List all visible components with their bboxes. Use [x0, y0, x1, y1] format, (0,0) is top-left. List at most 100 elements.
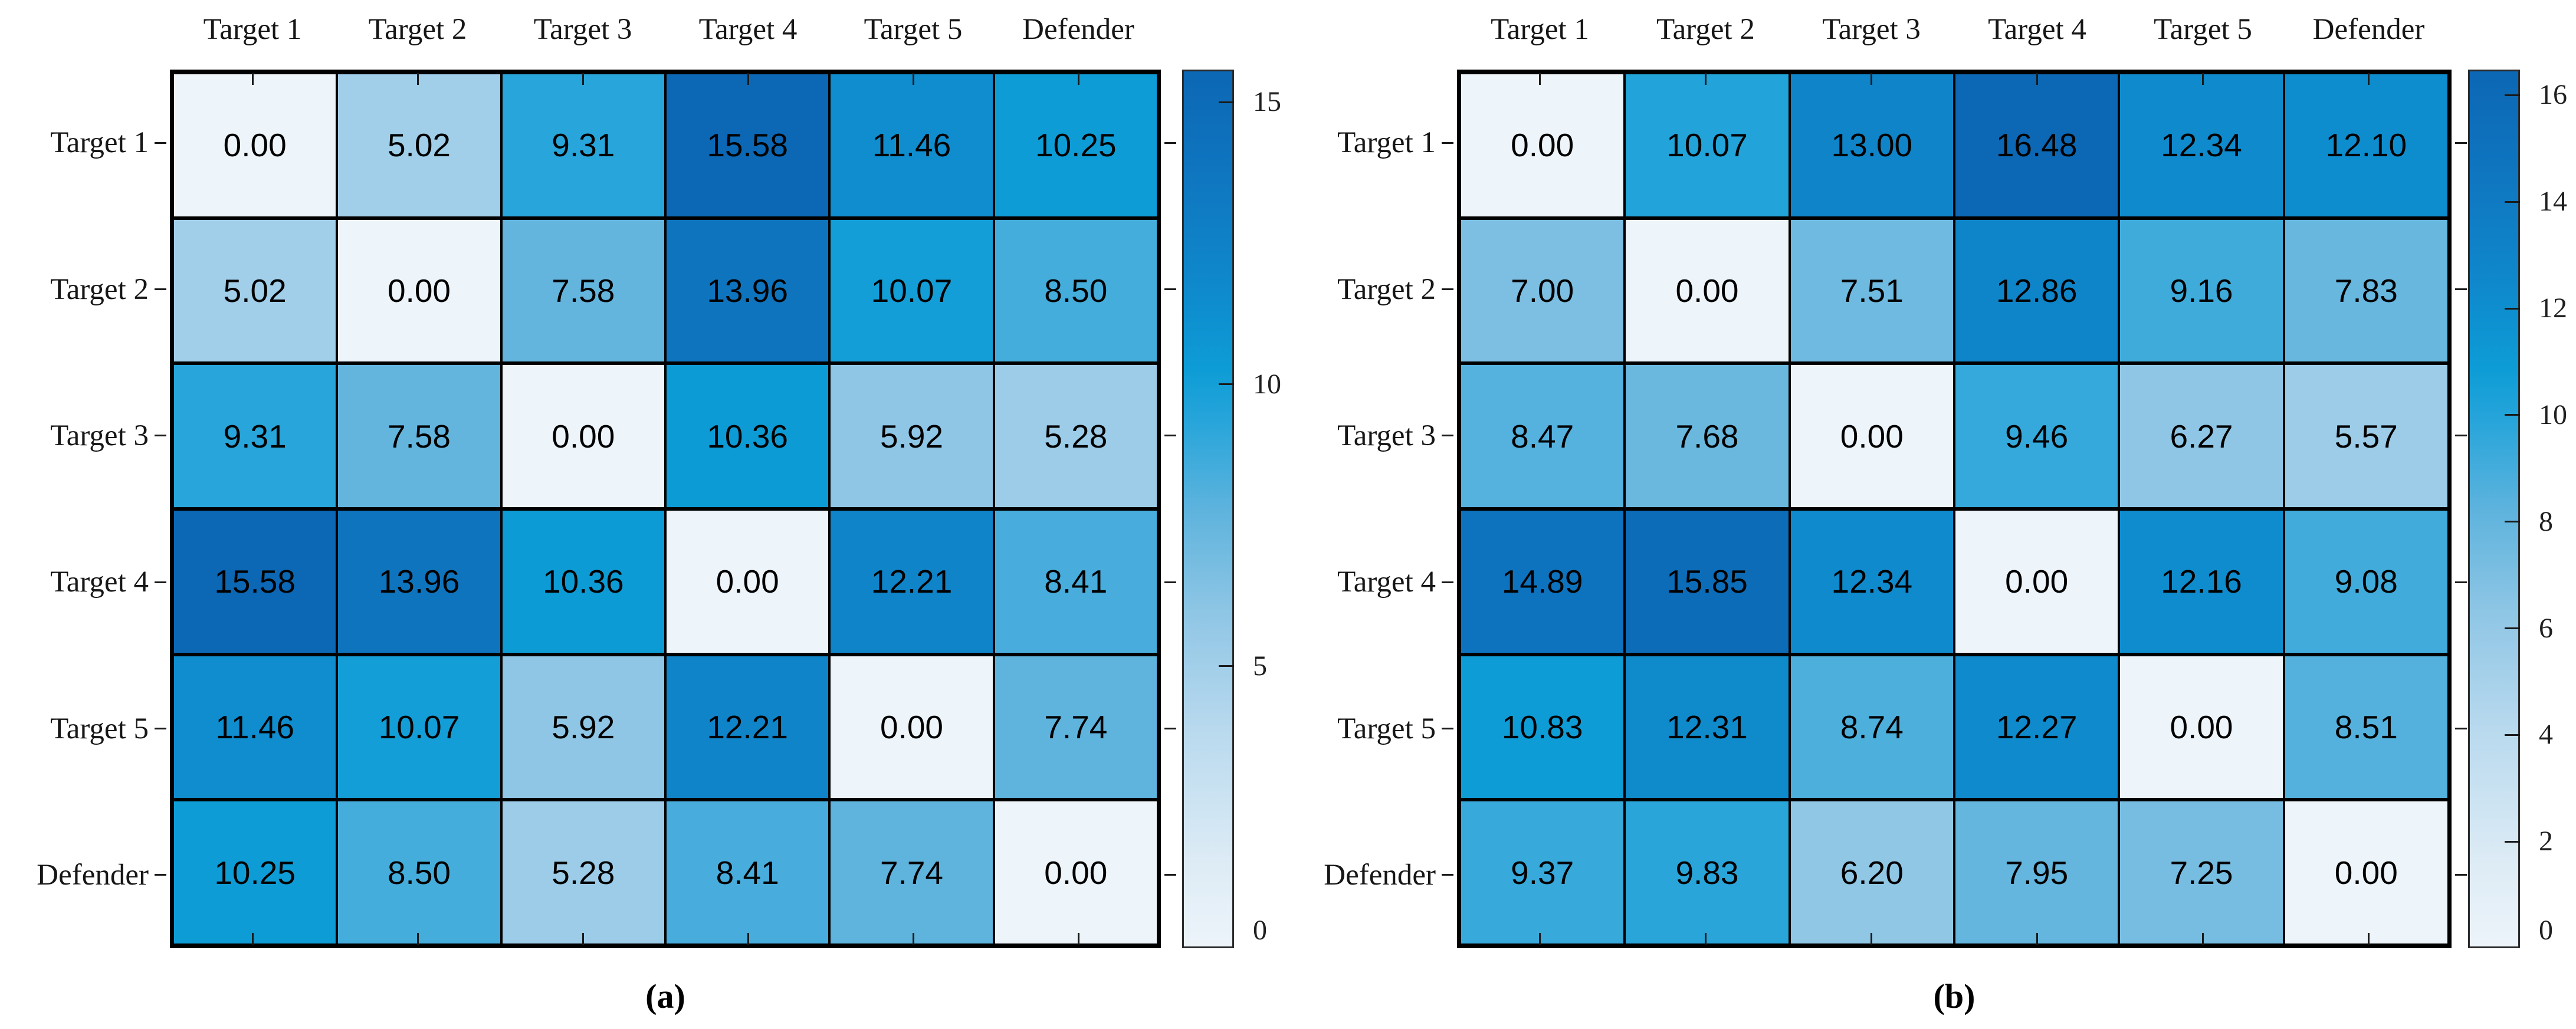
y-tick-left	[155, 435, 166, 437]
x-tick-top	[747, 73, 749, 85]
heatmap-cell: 8.41	[993, 509, 1158, 655]
y-tick-left	[155, 288, 166, 290]
colorbar-tick	[2505, 200, 2520, 203]
heatmap-cell: 8.51	[2283, 654, 2449, 800]
row-label: Target 4	[50, 566, 149, 599]
y-tick-right	[2455, 874, 2467, 876]
x-tick-top	[2202, 73, 2204, 85]
y-tick-left	[1442, 435, 1453, 437]
colorbar	[1182, 70, 1234, 948]
y-tick-right	[1164, 874, 1176, 876]
row-label: Defender	[37, 858, 149, 892]
heatmap-cell: 0.00	[1954, 509, 2119, 655]
heatmap-cell: 7.68	[1625, 363, 1790, 509]
y-tick-left	[1442, 874, 1453, 876]
caption-a: (a)	[645, 977, 685, 1015]
y-tick-left	[1442, 142, 1453, 144]
colorbar	[2468, 70, 2520, 948]
heatmap-cell: 16.48	[1954, 73, 2119, 218]
row-label: Target 3	[50, 419, 149, 452]
y-tick-right	[1164, 288, 1176, 290]
heatmap-cell: 5.92	[501, 654, 665, 800]
heatmap-cell: 13.96	[337, 509, 501, 655]
colorbar-tick	[1219, 101, 1234, 103]
heatmap-cell: 9.08	[2283, 509, 2449, 655]
heatmap-cell: 5.02	[173, 218, 337, 364]
heatmap-cell: 6.27	[2119, 363, 2284, 509]
heatmap-cell: 13.00	[1789, 73, 1954, 218]
heatmap-cell: 14.89	[1460, 509, 1625, 655]
heatmap-cell: 5.28	[993, 363, 1158, 509]
row-label: Target 2	[50, 272, 149, 306]
colorbar-tick-label: 10	[2539, 399, 2567, 430]
heatmap-cell: 10.36	[665, 363, 830, 509]
heatmap-cell: 6.20	[1789, 800, 1954, 945]
row-label: Target 1	[50, 126, 149, 160]
heatmap-cell: 10.07	[1625, 73, 1790, 218]
heatmap-cell: 0.00	[501, 363, 665, 509]
heatmap-cell: 7.74	[993, 654, 1158, 800]
colorbar-tick-label: 5	[1253, 650, 1267, 682]
heatmap-cell: 10.07	[829, 218, 994, 364]
heatmap-cell: 7.58	[501, 218, 665, 364]
heatmap-cell: 12.34	[1789, 509, 1954, 655]
x-tick-bottom	[2036, 933, 2038, 945]
heatmap-cell: 8.50	[337, 800, 501, 945]
heatmap-cell: 12.21	[665, 654, 830, 800]
x-tick-top	[2036, 73, 2038, 85]
heatmap-cell: 10.83	[1460, 654, 1625, 800]
heatmap-cell: 9.46	[1954, 363, 2119, 509]
colorbar-tick	[2505, 734, 2520, 736]
y-tick-right	[2455, 288, 2467, 290]
x-tick-bottom	[1705, 933, 1707, 945]
heatmap-cell: 11.46	[829, 73, 994, 218]
heatmap-cell: 12.10	[2283, 73, 2449, 218]
colorbar-tick-label: 12	[2539, 292, 2567, 324]
y-tick-left	[155, 142, 166, 144]
heatmap-cell: 12.34	[2119, 73, 2284, 218]
colorbar-tick	[2505, 307, 2520, 310]
x-tick-bottom	[251, 933, 254, 945]
heatmap-cell: 7.83	[2283, 218, 2449, 364]
y-tick-right	[2455, 435, 2467, 437]
col-label: Defender	[2312, 13, 2425, 46]
row-label: Target 5	[1337, 712, 1436, 745]
col-label: Target 4	[1988, 13, 2086, 46]
colorbar-tick	[2505, 840, 2520, 843]
heatmap-cell: 5.92	[829, 363, 994, 509]
x-tick-top	[1871, 73, 1872, 85]
row-label: Target 4	[1337, 566, 1436, 599]
heatmap-cell: 13.96	[665, 218, 830, 364]
x-tick-bottom	[416, 933, 419, 945]
y-tick-right	[2455, 581, 2467, 583]
colorbar-tick	[2505, 94, 2520, 96]
col-label: Target 2	[1656, 13, 1755, 46]
heatmap-cell: 10.07	[337, 654, 501, 800]
colorbar-tick-label: 2	[2539, 826, 2553, 857]
x-tick-bottom	[582, 933, 584, 945]
heatmap-cell: 10.36	[501, 509, 665, 655]
row-label: Target 3	[1337, 419, 1436, 452]
row-label: Target 2	[1337, 272, 1436, 306]
colorbar-tick	[2505, 521, 2520, 523]
col-label: Target 3	[533, 13, 632, 46]
colorbar-tick-label: 4	[2539, 719, 2553, 751]
y-tick-right	[2455, 142, 2467, 144]
heatmap-cell: 15.85	[1625, 509, 1790, 655]
heatmap-cell: 12.86	[1954, 218, 2119, 364]
heatmap-cell: 0.00	[829, 654, 994, 800]
colorbar-tick-label: 16	[2539, 79, 2567, 111]
colorbar-tick-label: 0	[2539, 915, 2553, 946]
heatmap-cell: 8.50	[993, 218, 1158, 364]
heatmap-cell: 7.00	[1460, 218, 1625, 364]
x-tick-bottom	[2368, 933, 2370, 945]
heatmap-cell: 7.95	[1954, 800, 2119, 945]
heatmap-grid: 0.00 5.02 9.31 15.58 11.46 10.25 5.02 0.00 7.58 1…	[170, 70, 1161, 948]
heatmap-cell: 8.74	[1789, 654, 1954, 800]
col-label: Defender	[1022, 13, 1134, 46]
heatmap-cell: 0.00	[2283, 800, 2449, 945]
heatmap-cell: 0.00	[1625, 218, 1790, 364]
heatmap-cell: 8.41	[665, 800, 830, 945]
y-tick-left	[155, 728, 166, 729]
heatmap-cell: 12.27	[1954, 654, 2119, 800]
